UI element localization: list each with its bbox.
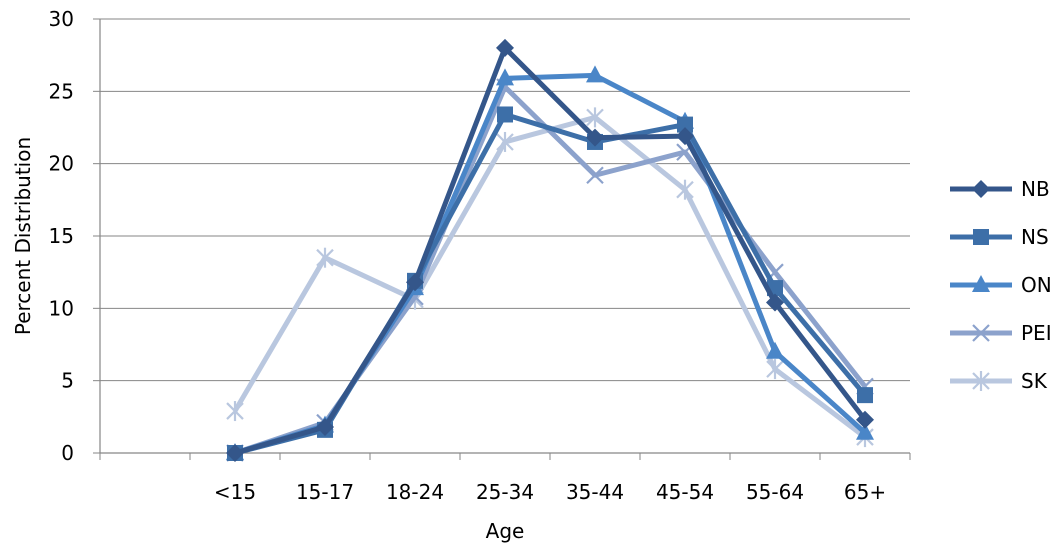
- series-line: [234, 45, 867, 456]
- data-point: [676, 179, 694, 200]
- y-tick-label: 30: [49, 7, 74, 31]
- gridlines: [93, 18, 911, 460]
- legend-marker: [972, 275, 990, 292]
- data-point: [226, 401, 244, 422]
- y-axis-label: Percent Distribution: [11, 137, 35, 335]
- legend-label: PEI: [1021, 321, 1052, 345]
- legend-marker: [972, 371, 990, 391]
- x-tick-label: 55-64: [746, 480, 804, 504]
- data-point: [316, 247, 334, 268]
- data-point: [316, 417, 334, 436]
- data-point: [857, 387, 873, 404]
- data-point: [496, 38, 514, 57]
- data-point: [856, 422, 874, 440]
- data-point: [677, 116, 693, 133]
- series-layer: [226, 38, 874, 462]
- legend-marker: [972, 324, 990, 342]
- y-tick-label: 25: [49, 79, 74, 103]
- data-point: [226, 444, 244, 462]
- data-point: [496, 131, 514, 152]
- y-tick-label: 0: [61, 441, 74, 465]
- legend-label: NB: [1021, 177, 1050, 201]
- data-point: [586, 107, 604, 128]
- legend-item: ON: [950, 273, 1052, 297]
- x-tick-label: 65+: [844, 480, 886, 504]
- x-tick-label: 45-54: [656, 480, 714, 504]
- y-tick-label: 15: [49, 224, 74, 248]
- legend-label: SK: [1021, 369, 1048, 393]
- series-pei: [226, 78, 874, 462]
- legend-label: ON: [1021, 273, 1052, 297]
- x-tick-label: 15-17: [296, 480, 354, 504]
- legend-item: NS: [950, 225, 1049, 249]
- y-tick-label: 5: [61, 369, 74, 393]
- legend-marker: [973, 229, 989, 245]
- x-tick-label: <15: [214, 480, 256, 504]
- data-point: [586, 128, 604, 147]
- data-point: [586, 166, 604, 185]
- series-line: [234, 84, 867, 456]
- data-point: [766, 359, 784, 380]
- x-axis-label: Age: [486, 519, 525, 543]
- x-tick-label: 18-24: [386, 480, 444, 504]
- data-point: [497, 106, 513, 123]
- y-tick-label: 20: [49, 152, 74, 176]
- legend-item: PEI: [950, 321, 1052, 345]
- data-point: [856, 410, 874, 429]
- data-point: [406, 273, 424, 292]
- legend-item: SK: [950, 369, 1048, 393]
- x-tick-label: 35-44: [566, 480, 624, 504]
- y-tick-label: 10: [49, 296, 74, 320]
- data-point: [496, 68, 514, 86]
- y-tick-labels: 0 5 10 15 20 25 30: [49, 7, 74, 465]
- data-point: [586, 65, 604, 83]
- legend: NB NS ON PEI SK: [950, 177, 1052, 393]
- legend-item: NB: [950, 177, 1050, 201]
- legend-label: NS: [1021, 225, 1049, 249]
- x-tick-label: 25-34: [476, 480, 534, 504]
- data-point: [766, 293, 784, 312]
- series-ns: [227, 106, 873, 461]
- data-point: [676, 127, 694, 146]
- legend-marker: [972, 180, 990, 198]
- data-point: [766, 341, 784, 359]
- x-tick-labels: <15 15-17 18-24 25-34 35-44 45-54 55-64 65+: [214, 480, 886, 504]
- series-nb: [226, 38, 874, 462]
